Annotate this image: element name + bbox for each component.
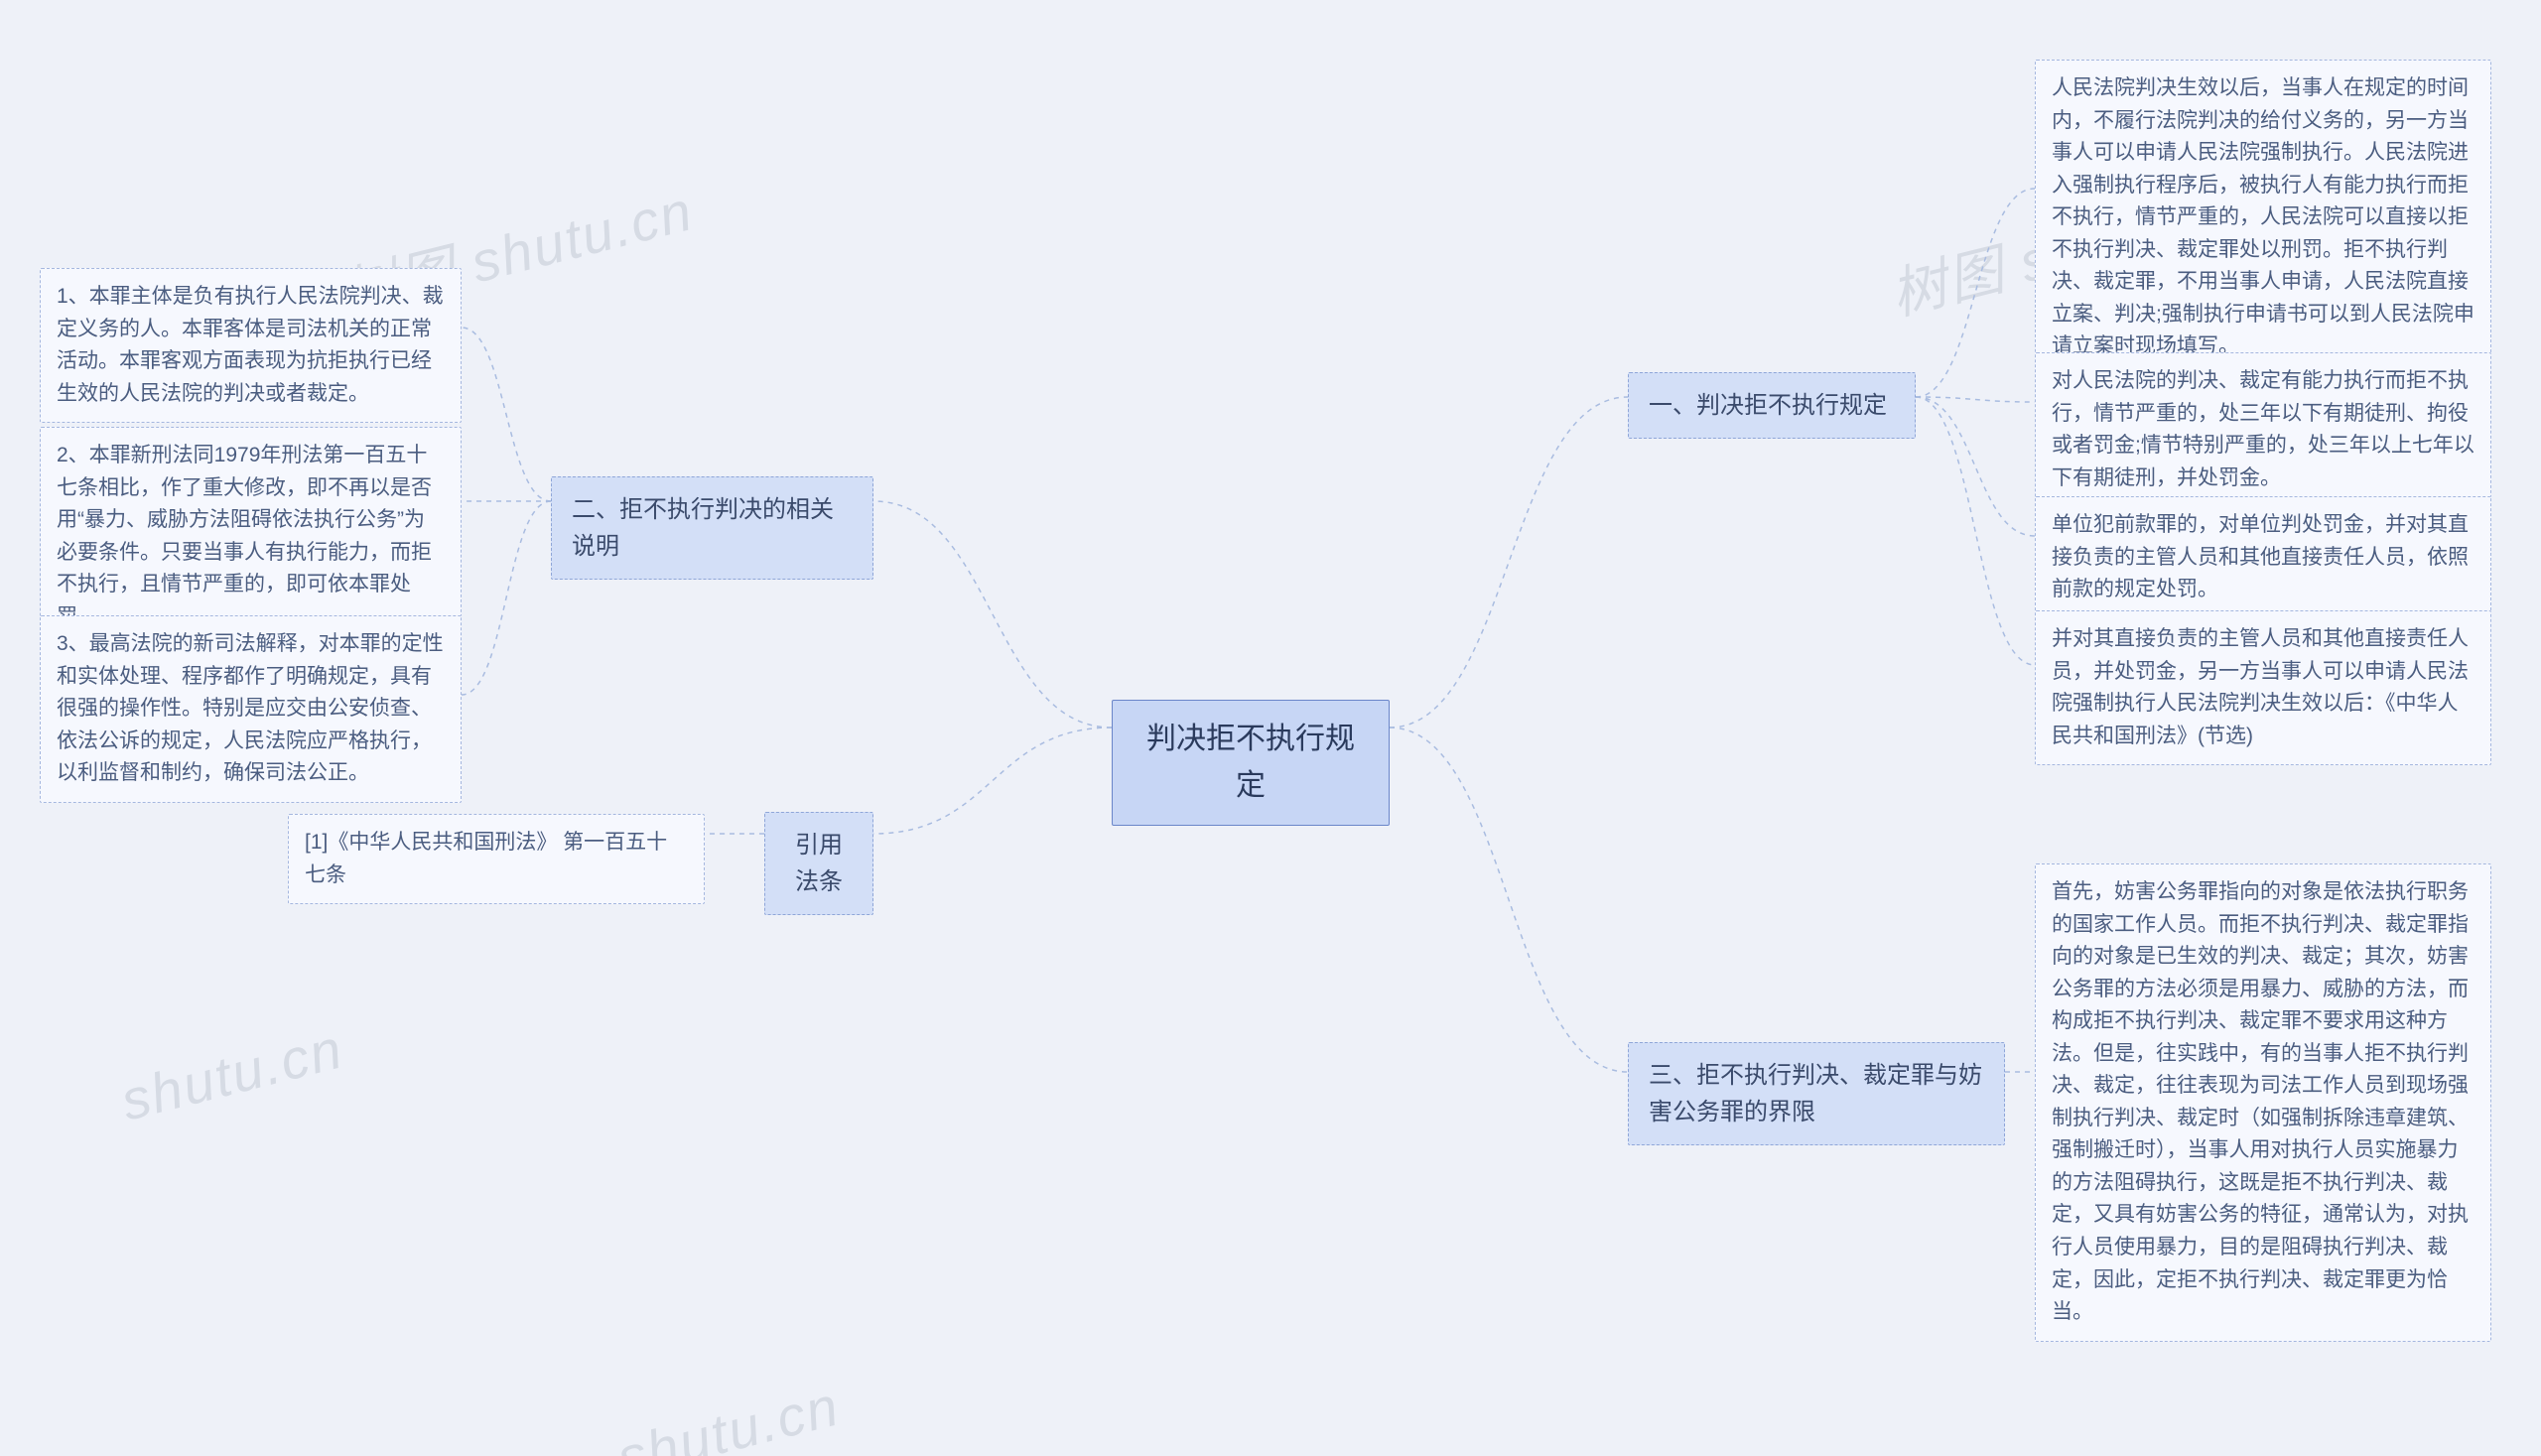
leaf-2-2: 2、本罪新刑法同1979年刑法第一百五十七条相比，作了重大修改，即不再以是否用“… — [40, 427, 462, 646]
leaf-2-1: 1、本罪主体是负有执行人民法院判决、裁定义务的人。本罪客体是司法机关的正常活动。… — [40, 268, 462, 423]
watermark: shutu.cn — [115, 1015, 350, 1132]
leaf-text: 3、最高法院的新司法解释，对本罪的定性和实体处理、程序都作了明确规定，具有很强的… — [57, 632, 444, 784]
leaf-text: [1]《中华人民共和国刑法》 第一百五十七条 — [305, 831, 667, 886]
leaf-text: 1、本罪主体是负有执行人民法院判决、裁定义务的人。本罪客体是司法机关的正常活动。… — [57, 285, 444, 405]
leaf-2-3: 3、最高法院的新司法解释，对本罪的定性和实体处理、程序都作了明确规定，具有很强的… — [40, 615, 462, 803]
leaf-text: 对人民法院的判决、裁定有能力执行而拒不执行，情节严重的，处三年以下有期徒刑、拘役… — [2052, 369, 2474, 489]
branch-2-label: 二、拒不执行判决的相关说明 — [572, 496, 834, 560]
leaf-1-2: 对人民法院的判决、裁定有能力执行而拒不执行，情节严重的，处三年以下有期徒刑、拘役… — [2035, 352, 2491, 507]
leaf-text: 单位犯前款罪的，对单位判处罚金，并对其直接负责的主管人员和其他直接责任人员，依照… — [2052, 513, 2469, 600]
leaf-1-4: 并对其直接负责的主管人员和其他直接责任人员，并处罚金，另一方当事人可以申请人民法… — [2035, 610, 2491, 765]
leaf-1-3: 单位犯前款罪的，对单位判处罚金，并对其直接负责的主管人员和其他直接责任人员，依照… — [2035, 496, 2491, 619]
leaf-text: 首先，妨害公务罪指向的对象是依法执行职务的国家工作人员。而拒不执行判决、裁定罪指… — [2052, 880, 2469, 1323]
leaf-1-1: 人民法院判决生效以后，当事人在规定的时间内，不履行法院判决的给付义务的，另一方当… — [2035, 60, 2491, 376]
leaf-text: 人民法院判决生效以后，当事人在规定的时间内，不履行法院判决的给付义务的，另一方当… — [2052, 76, 2474, 357]
root-node: 判决拒不执行规定 — [1112, 700, 1390, 826]
leaf-text: 并对其直接负责的主管人员和其他直接责任人员，并处罚金，另一方当事人可以申请人民法… — [2052, 627, 2469, 747]
leaf-3-1: 首先，妨害公务罪指向的对象是依法执行职务的国家工作人员。而拒不执行判决、裁定罪指… — [2035, 863, 2491, 1342]
branch-1: 一、判决拒不执行规定 — [1628, 372, 1916, 439]
branch-3: 三、拒不执行判决、裁定罪与妨害公务罪的界限 — [1628, 1042, 2005, 1145]
leaf-text: 2、本罪新刑法同1979年刑法第一百五十七条相比，作了重大修改，即不再以是否用“… — [57, 444, 432, 628]
branch-3-label: 三、拒不执行判决、裁定罪与妨害公务罪的界限 — [1649, 1062, 1982, 1125]
branch-1-label: 一、判决拒不执行规定 — [1649, 392, 1887, 419]
branch-2: 二、拒不执行判决的相关说明 — [551, 476, 873, 580]
branch-4-label: 引用法条 — [795, 832, 843, 895]
mindmap-canvas: 树图 shutu.cn 树图 shutu.cn shutu.cn shutu.c… — [0, 0, 2541, 1456]
root-label: 判决拒不执行规定 — [1146, 723, 1355, 802]
leaf-4-1: [1]《中华人民共和国刑法》 第一百五十七条 — [288, 814, 705, 904]
watermark: shutu.cn — [611, 1373, 847, 1456]
branch-4: 引用法条 — [764, 812, 873, 915]
